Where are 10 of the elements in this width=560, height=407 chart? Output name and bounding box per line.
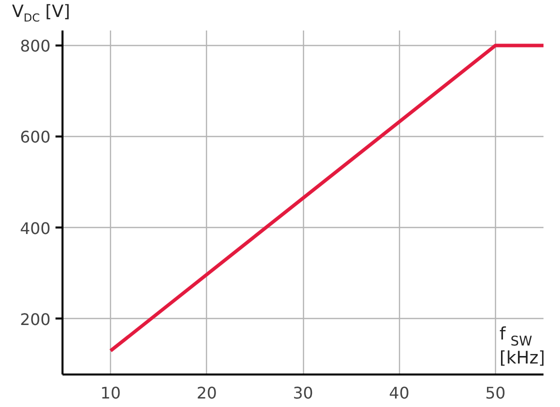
y-tick-label: 400	[20, 218, 51, 238]
y-axis-title: V$_{DC}$ [V]	[12, 1, 70, 26]
y-tick-label: 600	[20, 128, 51, 147]
y-tick-label: 200	[20, 310, 51, 329]
x-tick-label: 50	[485, 384, 506, 402]
x-tick-label: 20	[196, 384, 217, 402]
x-tick-label: 10	[100, 384, 121, 402]
x-tick-label: 30	[292, 384, 314, 402]
y-tick-label: 800	[20, 36, 51, 56]
x-tick-label: 40	[389, 384, 410, 402]
